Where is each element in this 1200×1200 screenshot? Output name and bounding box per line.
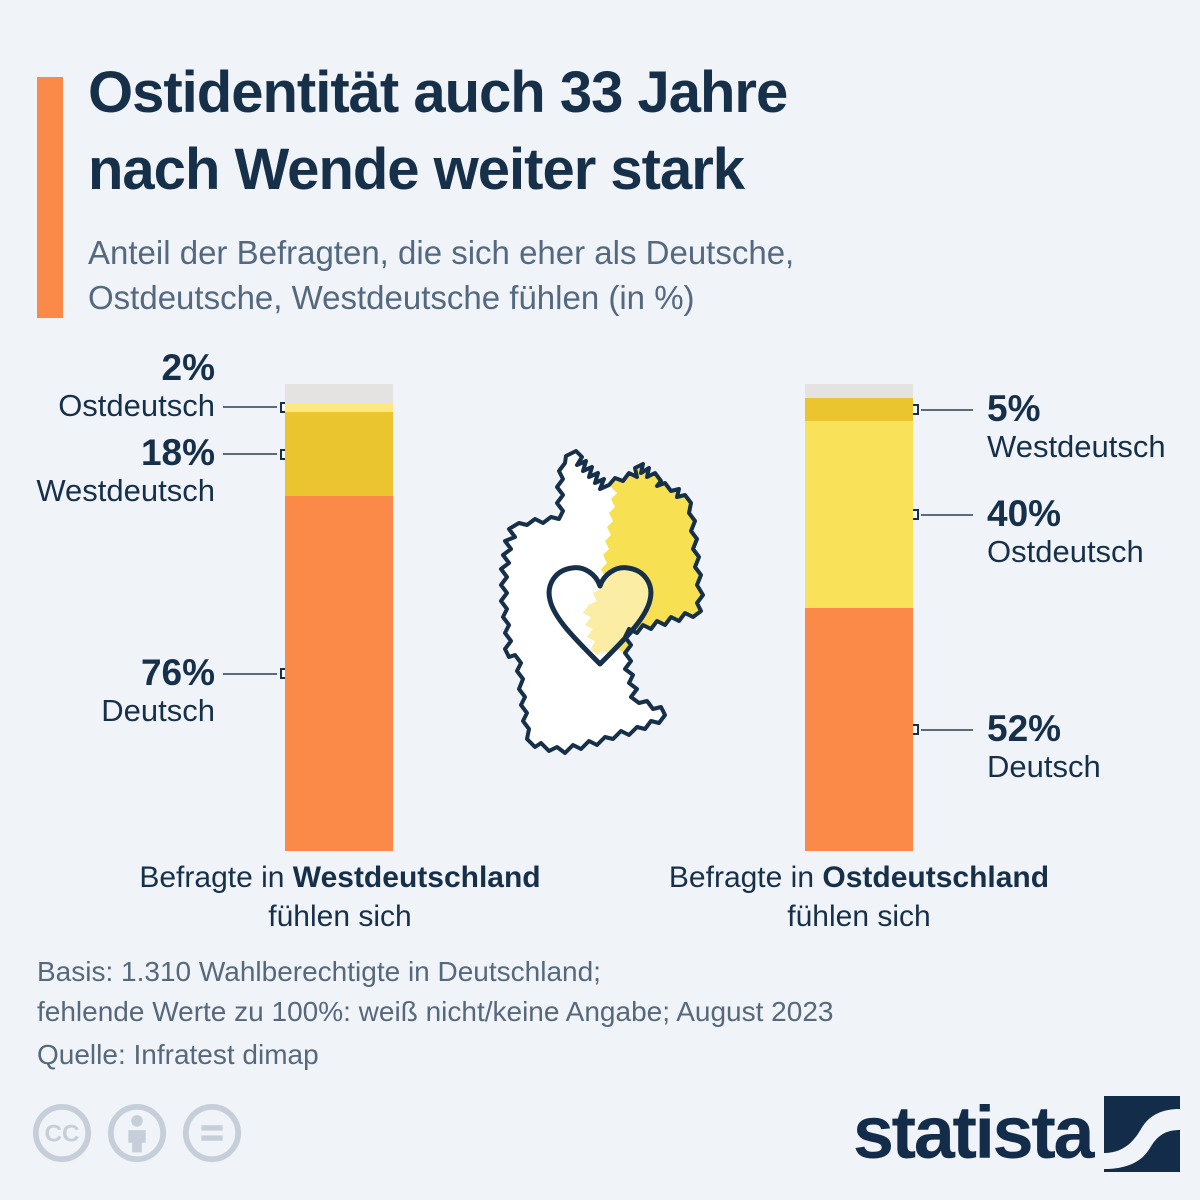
- bar-segment-keine-angabe-wei-nicht: [805, 384, 913, 398]
- callout-label-ostdeutsch: 40% Ostdeutsch: [987, 492, 1144, 570]
- callout-category-ostdeutsch: Ostdeutsch: [58, 388, 215, 424]
- cc-by-person-icon: [107, 1103, 167, 1163]
- cc-nd-equals-icon: [182, 1103, 242, 1163]
- caption-east-bold: Ostdeutschland: [822, 861, 1050, 894]
- callout-label-westdeutsch: 5% Westdeutsch: [987, 387, 1166, 465]
- bar-segment-ostdeutsch: [805, 421, 913, 609]
- callout-line-ostdeutsch: [921, 513, 973, 516]
- title-accent-bar: [37, 77, 63, 318]
- title-line-1: Ostidentität auch 33 Jahre: [88, 60, 788, 125]
- caption-east-suffix: fühlen sich: [787, 900, 931, 933]
- statista-logo-mark: [1104, 1096, 1180, 1172]
- caption-east-bar: Befragte in Ostdeutschland fühlen sich: [629, 858, 1089, 936]
- callout-marker-ostdeutsch: [279, 401, 291, 413]
- callout-line-deutsch: [223, 672, 277, 675]
- bar-segment-ostdeutsch: [285, 402, 393, 412]
- footnote-basis-line-1: Basis: 1.310 Wahlberechtigte in Deutschl…: [37, 956, 601, 987]
- caption-east-prefix: Befragte in: [668, 861, 823, 894]
- callout-category-westdeutsch: Westdeutsch: [987, 428, 1166, 464]
- callout-value-westdeutsch: 5%: [987, 387, 1041, 429]
- callout-value-ostdeutsch: 40%: [987, 492, 1062, 534]
- bar-ostdeutschland: [805, 384, 913, 851]
- subtitle-line-2: Ostdeutsche, Westdeutsche fühlen (in %): [88, 279, 695, 316]
- bar-segment-deutsch: [805, 608, 913, 851]
- callout-marker-deutsch: [907, 724, 919, 736]
- callout-marker-deutsch: [279, 668, 291, 680]
- license-icons: CC: [31, 1102, 243, 1164]
- callout-label-deutsch: 52% Deutsch: [987, 707, 1101, 785]
- germany-outline-stroke: [499, 449, 705, 755]
- callout-line-westdeutsch: [223, 453, 277, 456]
- cc-icon: CC: [32, 1103, 92, 1163]
- heart-icon: [546, 565, 654, 667]
- callout-category-deutsch: Deutsch: [987, 748, 1101, 784]
- caption-west-prefix: Befragte in: [139, 861, 293, 894]
- bar-westdeutschland: [285, 384, 393, 851]
- page-title: Ostidentität auch 33 Jahre nach Wende wei…: [88, 54, 788, 208]
- callout-label-deutsch: 76% Deutsch: [101, 651, 215, 729]
- title-line-2: nach Wende weiter stark: [88, 137, 745, 202]
- callout-value-ostdeutsch: 2%: [161, 347, 215, 389]
- callout-line-westdeutsch: [921, 408, 973, 411]
- bar-segment-westdeutsch: [805, 398, 913, 422]
- callout-marker-westdeutsch: [279, 448, 291, 460]
- callout-value-westdeutsch: 18%: [140, 432, 215, 474]
- callout-value-deutsch: 52%: [987, 707, 1062, 749]
- footnote-source: Quelle: Infratest dimap: [37, 1039, 319, 1070]
- caption-west-bold: Westdeutschland: [292, 861, 541, 894]
- footnote: Basis: 1.310 Wahlberechtigte in Deutschl…: [37, 952, 833, 1075]
- statista-wordmark: statista: [852, 1091, 1095, 1174]
- callout-category-westdeutsch: Westdeutsch: [36, 473, 215, 509]
- caption-west-suffix: fühlen sich: [268, 900, 412, 933]
- svg-text:CC: CC: [45, 1121, 80, 1148]
- footnote-basis-line-2: fehlende Werte zu 100%: weiß nicht/keine…: [37, 996, 834, 1027]
- callout-label-ostdeutsch: 2% Ostdeutsch: [58, 348, 215, 424]
- callout-category-ostdeutsch: Ostdeutsch: [987, 533, 1144, 569]
- callout-value-deutsch: 76%: [140, 651, 215, 693]
- callout-marker-westdeutsch: [907, 404, 919, 416]
- callout-line-ostdeutsch: [223, 406, 277, 409]
- callout-label-westdeutsch: 18% Westdeutsch: [36, 433, 215, 509]
- bar-segment-keine-angabe-wei-nicht: [285, 384, 393, 403]
- subtitle-line-1: Anteil der Befragten, die sich eher als …: [88, 234, 795, 271]
- callout-line-deutsch: [921, 728, 973, 731]
- bar-segment-westdeutsch: [285, 412, 393, 497]
- chart-subtitle: Anteil der Befragten, die sich eher als …: [88, 230, 794, 320]
- caption-west-bar: Befragte in Westdeutschland fühlen sich: [110, 858, 570, 936]
- east-germany-inside-heart: [583, 567, 651, 655]
- statista-logo: statista: [853, 1096, 1180, 1172]
- bar-segment-deutsch: [285, 496, 393, 851]
- germany-map: [499, 449, 705, 755]
- callout-marker-ostdeutsch: [907, 509, 919, 521]
- callout-category-deutsch: Deutsch: [101, 692, 215, 728]
